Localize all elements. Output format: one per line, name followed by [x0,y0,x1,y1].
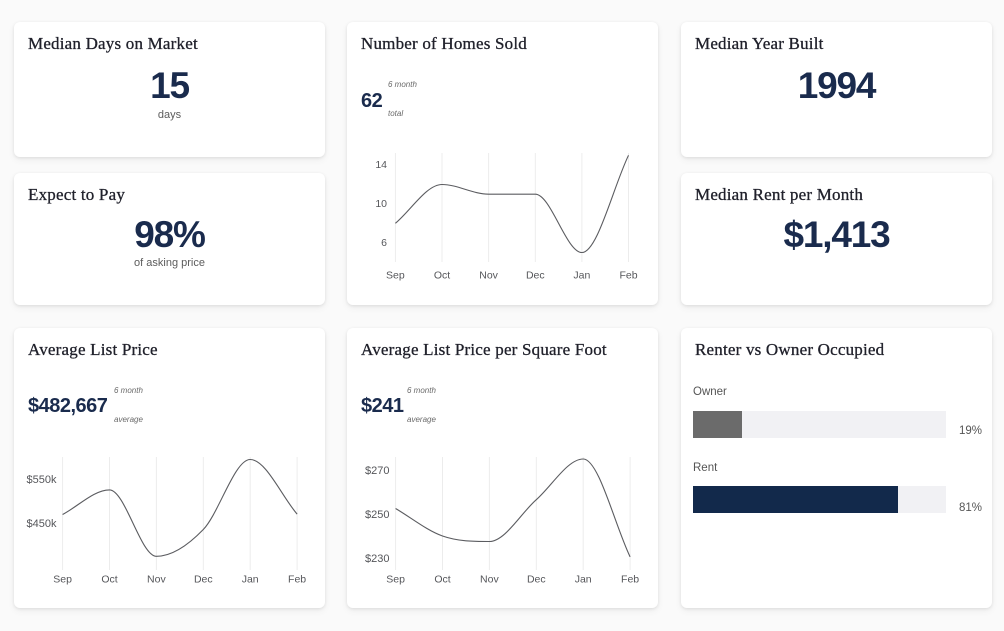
svg-text:Oct: Oct [101,574,117,586]
svg-text:$550k: $550k [27,474,57,486]
svg-text:Jan: Jan [573,270,590,282]
svg-text:Nov: Nov [479,270,498,282]
svg-text:Feb: Feb [621,574,639,586]
svg-text:Sep: Sep [386,574,405,586]
svg-text:Nov: Nov [480,574,499,586]
svg-text:Nov: Nov [147,574,166,586]
svg-text:$250: $250 [365,509,389,521]
svg-text:Oct: Oct [434,574,450,586]
svg-text:Sep: Sep [53,574,72,586]
svg-text:Feb: Feb [619,270,637,282]
svg-text:Dec: Dec [527,574,546,586]
svg-text:6: 6 [381,237,387,249]
svg-text:Dec: Dec [194,574,213,586]
svg-text:Jan: Jan [575,574,592,586]
svg-text:10: 10 [375,198,387,210]
svg-text:Jan: Jan [242,574,259,586]
svg-text:Sep: Sep [386,270,405,282]
svg-text:Dec: Dec [526,270,545,282]
svg-text:$230: $230 [365,553,389,565]
svg-text:$450k: $450k [27,518,57,530]
svg-text:14: 14 [375,159,387,171]
svg-text:Oct: Oct [434,270,450,282]
svg-text:Feb: Feb [288,574,306,586]
svg-text:$270: $270 [365,465,389,477]
